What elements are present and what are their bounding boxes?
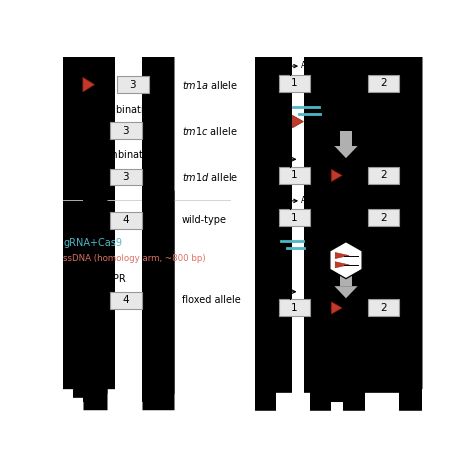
Text: 3: 3: [129, 80, 136, 90]
Text: ATG: ATG: [301, 61, 316, 70]
Bar: [340, 131, 352, 146]
Text: B: B: [255, 57, 264, 70]
Text: $\it{tm1d}$ allele: $\it{tm1d}$ allele: [182, 171, 238, 183]
FancyBboxPatch shape: [368, 74, 399, 91]
Text: 1: 1: [291, 213, 297, 223]
Text: 2: 2: [380, 78, 386, 88]
Text: 1: 1: [291, 303, 297, 313]
FancyBboxPatch shape: [109, 292, 142, 309]
Text: $\it{tm1c}$ allele: $\it{tm1c}$ allele: [182, 125, 237, 137]
Text: $\it{loxP}$ recombination: $\it{loxP}$ recombination: [63, 148, 158, 160]
Polygon shape: [335, 262, 349, 268]
Text: 3: 3: [123, 126, 129, 136]
FancyBboxPatch shape: [279, 210, 310, 226]
FancyBboxPatch shape: [279, 300, 310, 316]
Text: 1: 1: [291, 78, 297, 88]
FancyBboxPatch shape: [279, 74, 310, 91]
Text: 2: 2: [380, 213, 386, 223]
Text: $\it{tm1a}$ allele: $\it{tm1a}$ allele: [182, 79, 238, 91]
FancyBboxPatch shape: [368, 167, 399, 184]
FancyBboxPatch shape: [279, 167, 310, 184]
Text: 3: 3: [123, 172, 129, 182]
Text: gRNA+Cas9: gRNA+Cas9: [63, 238, 122, 248]
Text: wild-type: wild-type: [182, 215, 227, 225]
Polygon shape: [292, 115, 303, 128]
FancyBboxPatch shape: [368, 300, 399, 316]
Polygon shape: [331, 302, 342, 314]
Polygon shape: [334, 286, 357, 298]
Text: 2: 2: [380, 171, 386, 181]
Text: 4: 4: [123, 215, 129, 225]
Polygon shape: [83, 77, 94, 92]
Bar: [340, 271, 352, 286]
Text: Auxd-CRISPR: Auxd-CRISPR: [63, 274, 127, 284]
FancyBboxPatch shape: [117, 76, 149, 93]
FancyBboxPatch shape: [109, 169, 142, 185]
FancyBboxPatch shape: [368, 210, 399, 226]
Text: 4: 4: [123, 295, 129, 305]
Text: D: D: [255, 192, 265, 205]
Text: floxed allele: floxed allele: [182, 295, 240, 305]
FancyBboxPatch shape: [109, 212, 142, 228]
Text: ATG: ATG: [301, 196, 316, 205]
Text: $\it{FRT}$ recombination: $\it{FRT}$ recombination: [63, 103, 156, 115]
Polygon shape: [331, 169, 342, 182]
Text: 1: 1: [291, 171, 297, 181]
Polygon shape: [335, 253, 349, 259]
Text: ssDNA (homology arm, ~800 bp): ssDNA (homology arm, ~800 bp): [63, 254, 206, 263]
Polygon shape: [334, 146, 357, 158]
Text: 2: 2: [380, 303, 386, 313]
FancyBboxPatch shape: [109, 122, 142, 139]
Polygon shape: [330, 242, 362, 279]
